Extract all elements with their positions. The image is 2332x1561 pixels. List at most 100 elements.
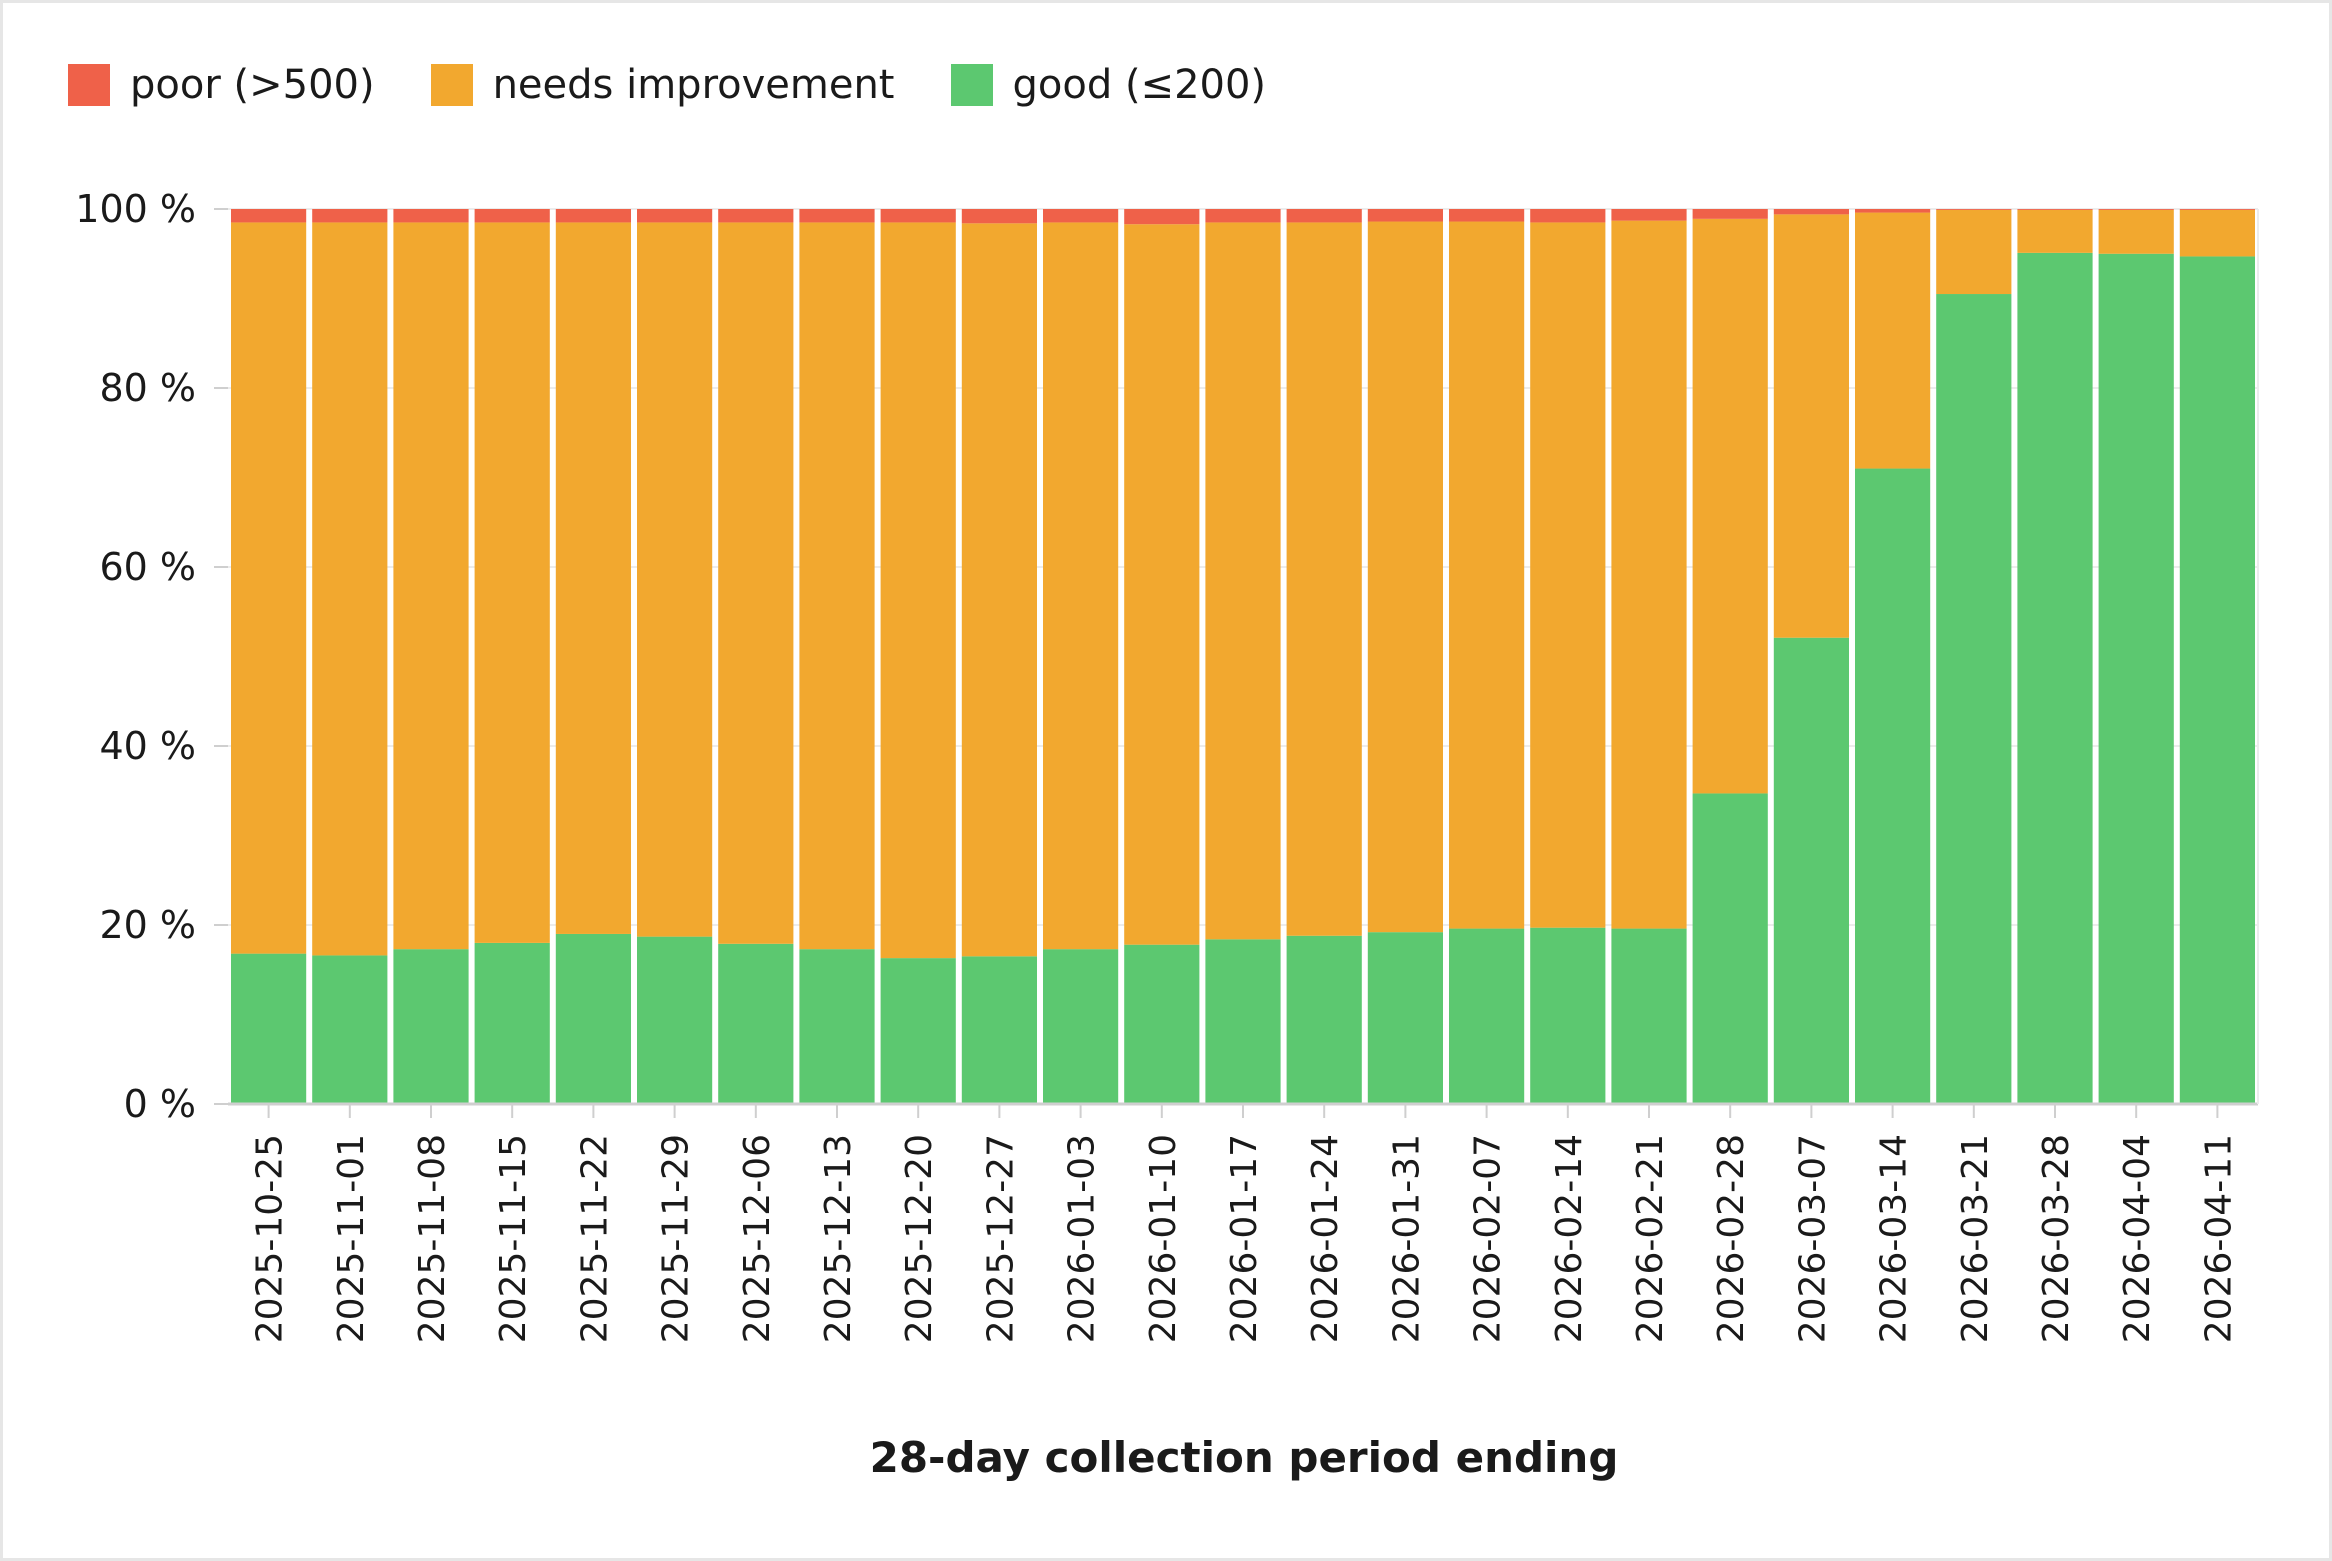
bar-2025-12-13-needs-improvement[interactable] [799, 222, 875, 950]
legend-label-needs-improvement: needs improvement [492, 62, 895, 108]
bar-2026-03-07-needs-improvement[interactable] [1773, 214, 1849, 638]
bar-2026-03-14-needs-improvement[interactable] [1855, 212, 1931, 469]
legend-label-poor: poor (>500) [130, 62, 375, 108]
bar-2026-01-10-poor[interactable] [1124, 209, 1200, 225]
bar-2026-01-24-good[interactable] [1286, 935, 1362, 1104]
x-tick-label-2025-11-22: 2025-11-22 [574, 1134, 615, 1343]
bar-2026-02-07-poor[interactable] [1449, 209, 1525, 222]
bar-2025-11-08-good[interactable] [393, 949, 469, 1104]
bar-2025-11-29-good[interactable] [637, 936, 713, 1104]
bar-2025-12-20-poor[interactable] [880, 209, 956, 223]
x-tick-label-2026-04-04: 2026-04-04 [2117, 1134, 2158, 1343]
bar-2026-04-11-needs-improvement[interactable] [2179, 209, 2255, 257]
bar-2026-03-21-needs-improvement[interactable] [1936, 209, 2012, 295]
x-tick-label-2025-12-13: 2025-12-13 [818, 1134, 859, 1343]
legend-item-poor[interactable]: poor (>500) [68, 62, 375, 108]
x-tick-label-2026-01-31: 2026-01-31 [1386, 1134, 1427, 1343]
bar-2026-01-24-poor[interactable] [1286, 209, 1362, 223]
bar-2025-10-25-poor[interactable] [231, 209, 307, 223]
bar-2025-11-08-needs-improvement[interactable] [393, 222, 469, 950]
bar-2025-10-25-needs-improvement[interactable] [231, 222, 307, 954]
bar-2026-04-04-needs-improvement[interactable] [2098, 209, 2174, 254]
bar-2026-01-31-needs-improvement[interactable] [1367, 221, 1443, 933]
x-tick-label-2025-12-27: 2025-12-27 [980, 1134, 1021, 1343]
bar-2026-02-28-good[interactable] [1692, 793, 1768, 1104]
bar-2026-02-21-good[interactable] [1611, 928, 1687, 1104]
bar-2025-12-13-poor[interactable] [799, 209, 875, 223]
bar-2025-12-06-poor[interactable] [718, 209, 794, 223]
bar-2025-11-15-good[interactable] [474, 942, 550, 1104]
bar-2026-02-28-poor[interactable] [1692, 209, 1768, 219]
bar-2025-11-22-poor[interactable] [555, 209, 631, 223]
bar-2025-11-15-poor[interactable] [474, 209, 550, 223]
legend-item-needs-improvement[interactable]: needs improvement [430, 62, 895, 108]
bar-2026-02-14-needs-improvement[interactable] [1530, 222, 1606, 928]
x-tick-label-2025-12-20: 2025-12-20 [899, 1134, 940, 1343]
bar-2026-02-28-needs-improvement[interactable] [1692, 218, 1768, 794]
bar-2025-11-01-poor[interactable] [312, 209, 388, 223]
x-tick-label-2026-03-21: 2026-03-21 [1955, 1134, 1996, 1343]
bar-2025-11-15-needs-improvement[interactable] [474, 222, 550, 943]
bar-2026-02-21-needs-improvement[interactable] [1611, 220, 1687, 929]
bar-2026-02-21-poor[interactable] [1611, 209, 1687, 221]
bar-2025-12-06-needs-improvement[interactable] [718, 222, 794, 944]
bar-2025-11-29-needs-improvement[interactable] [637, 222, 713, 937]
bar-2025-12-06-good[interactable] [718, 943, 794, 1104]
bar-2025-12-20-needs-improvement[interactable] [880, 222, 956, 959]
bar-2026-03-07-good[interactable] [1773, 637, 1849, 1104]
bar-2026-01-31-poor[interactable] [1367, 209, 1443, 222]
legend-item-good[interactable]: good (≤200) [950, 62, 1267, 108]
bar-2026-01-03-good[interactable] [1043, 949, 1119, 1104]
bar-2026-01-24-needs-improvement[interactable] [1286, 222, 1362, 936]
x-tick-label-2025-11-29: 2025-11-29 [656, 1134, 697, 1343]
bar-2025-12-13-good[interactable] [799, 949, 875, 1104]
bar-2026-03-28-good[interactable] [2017, 252, 2093, 1105]
bar-2026-04-04-good[interactable] [2098, 253, 2174, 1104]
bar-2026-03-14-poor[interactable] [1855, 209, 1931, 213]
legend-swatch-good [950, 64, 993, 106]
x-tick-label-2026-02-14: 2026-02-14 [1549, 1134, 1590, 1343]
bar-2026-02-07-good[interactable] [1449, 928, 1525, 1104]
bar-2025-12-27-needs-improvement[interactable] [961, 223, 1037, 957]
bar-2025-11-22-good[interactable] [555, 933, 631, 1104]
bar-2025-11-01-good[interactable] [312, 955, 388, 1104]
x-tick-label-2026-03-07: 2026-03-07 [1792, 1134, 1833, 1343]
bar-2026-01-17-needs-improvement[interactable] [1205, 222, 1281, 940]
y-tick-label-20: 20 % [99, 903, 196, 947]
bar-2025-11-01-needs-improvement[interactable] [312, 222, 388, 956]
legend-swatch-poor [68, 64, 110, 106]
legend-label-good: good (≤200) [1012, 62, 1267, 108]
bar-2026-01-03-poor[interactable] [1043, 209, 1119, 223]
y-ticks: 0 % 20 % 40 % 60 % 80 % 100 % [75, 187, 228, 1126]
bar-2026-03-28-needs-improvement[interactable] [2017, 209, 2093, 253]
bar-2025-11-22-needs-improvement[interactable] [555, 222, 631, 934]
bar-2025-11-29-poor[interactable] [637, 209, 713, 223]
bar-2025-12-27-good[interactable] [961, 956, 1037, 1104]
bar-2026-01-17-poor[interactable] [1205, 209, 1281, 223]
bar-2026-01-03-needs-improvement[interactable] [1043, 222, 1119, 950]
bar-2026-03-14-good[interactable] [1855, 468, 1931, 1104]
legend-swatch-needs-improvement [430, 64, 473, 106]
y-tick-label-0: 0 % [124, 1082, 196, 1126]
bar-2026-01-17-good[interactable] [1205, 939, 1281, 1104]
bar-2026-02-07-needs-improvement[interactable] [1449, 221, 1525, 929]
bar-2026-03-21-good[interactable] [1936, 294, 2012, 1104]
bar-2025-10-25-good[interactable] [231, 953, 307, 1104]
bar-2026-01-10-needs-improvement[interactable] [1124, 224, 1200, 945]
bar-2026-02-14-good[interactable] [1530, 927, 1606, 1104]
bar-2026-04-11-good[interactable] [2179, 256, 2255, 1104]
bar-2026-04-11-poor[interactable] [2179, 209, 2255, 210]
bar-2026-01-31-good[interactable] [1367, 932, 1443, 1104]
x-tick-label-2026-04-11: 2026-04-11 [2198, 1134, 2239, 1343]
bar-2026-02-14-poor[interactable] [1530, 209, 1606, 223]
bar-2026-04-04-poor[interactable] [2098, 209, 2174, 210]
bar-2026-03-07-poor[interactable] [1773, 209, 1849, 215]
bar-2025-12-20-good[interactable] [880, 958, 956, 1104]
x-axis-title: 28-day collection period ending [870, 1433, 1619, 1482]
bar-2026-03-28-poor[interactable] [2017, 209, 2093, 210]
bar-2025-11-08-poor[interactable] [393, 209, 469, 223]
bar-2026-03-21-poor[interactable] [1936, 209, 2012, 210]
bar-2026-01-10-good[interactable] [1124, 944, 1200, 1104]
bar-2025-12-27-poor[interactable] [961, 209, 1037, 224]
